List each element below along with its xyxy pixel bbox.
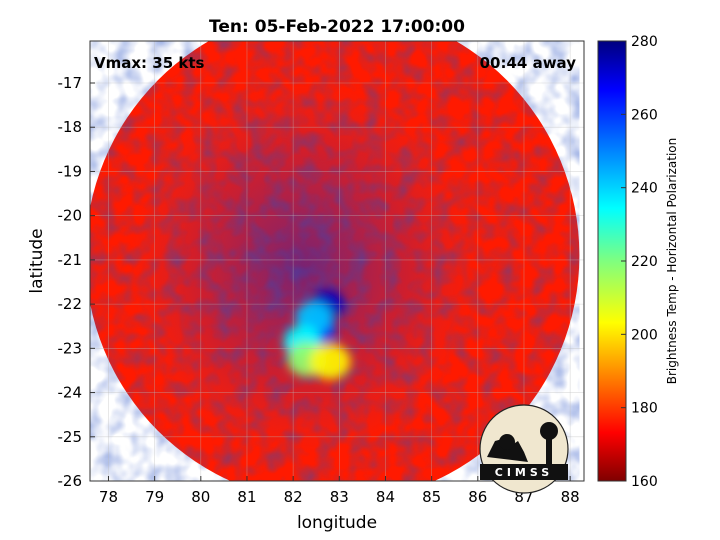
x-axis-ticks: 78 79 80 81 82 83 84 85 86 87 88 — [99, 476, 580, 506]
chart-title: Ten: 05-Feb-2022 17:00:00 — [209, 17, 465, 37]
y-tick-label: -18 — [58, 118, 83, 136]
axes-frame — [89, 40, 585, 482]
x-tick-label: 82 — [284, 488, 303, 506]
y-tick-label: -21 — [58, 251, 83, 269]
swath-texture — [90, 41, 580, 481]
colorbar-label: Brightness Temp - Horizontal Polarizatio… — [665, 138, 679, 385]
vmax-annotation: Vmax: 35 kts — [94, 54, 204, 72]
y-tick-label: -26 — [58, 472, 83, 490]
x-tick-label: 80 — [191, 488, 210, 506]
x-tick-label: 83 — [330, 488, 349, 506]
swath-layer — [90, 41, 580, 481]
logo-dish-head — [499, 434, 515, 450]
x-tick-label: 86 — [468, 488, 487, 506]
colorbar-tick-label: 260 — [631, 107, 658, 123]
x-axis-label: longitude — [297, 513, 377, 533]
colorbar-ticks: 280 260 240 220 200 180 160 — [621, 34, 658, 490]
colorbar-tick-label: 220 — [631, 254, 658, 270]
colorbar-tick-label: 280 — [631, 34, 658, 50]
y-tick-label: -25 — [58, 428, 83, 446]
logo-tower-icon — [546, 437, 552, 467]
y-axis-ticks: -17 -18 -19 -20 -21 -22 -23 -24 -25 -26 — [58, 74, 95, 490]
y-tick-label: -22 — [58, 295, 83, 313]
y-axis-label: latitude — [27, 228, 47, 293]
x-tick-label: 88 — [561, 488, 580, 506]
x-tick-label: 85 — [422, 488, 441, 506]
logo-band — [480, 464, 568, 480]
colorbar-tick-label: 180 — [631, 401, 658, 417]
colorbar-tick-label: 240 — [631, 181, 658, 197]
time-offset-annotation: 00:44 away — [480, 54, 577, 72]
y-tick-label: -19 — [58, 162, 83, 180]
colorbar-tick-label: 160 — [631, 474, 658, 490]
convection-cell — [295, 301, 333, 334]
logo-tower-head — [540, 422, 558, 440]
x-tick-label: 79 — [145, 488, 164, 506]
x-tick-label: 78 — [99, 488, 118, 506]
cimss-logo: CIMSS — [479, 404, 569, 494]
logo-text: CIMSS — [495, 466, 553, 479]
convection-cell — [309, 343, 351, 380]
y-tick-label: -23 — [58, 339, 83, 357]
logo-dish-icon — [487, 438, 528, 462]
y-tick-label: -17 — [58, 74, 83, 92]
y-tick-label: -24 — [58, 384, 83, 402]
x-tick-label: 84 — [376, 488, 395, 506]
x-tick-label: 81 — [237, 488, 256, 506]
y-tick-label: -20 — [58, 207, 83, 225]
colorbar-tick-label: 200 — [631, 327, 658, 343]
